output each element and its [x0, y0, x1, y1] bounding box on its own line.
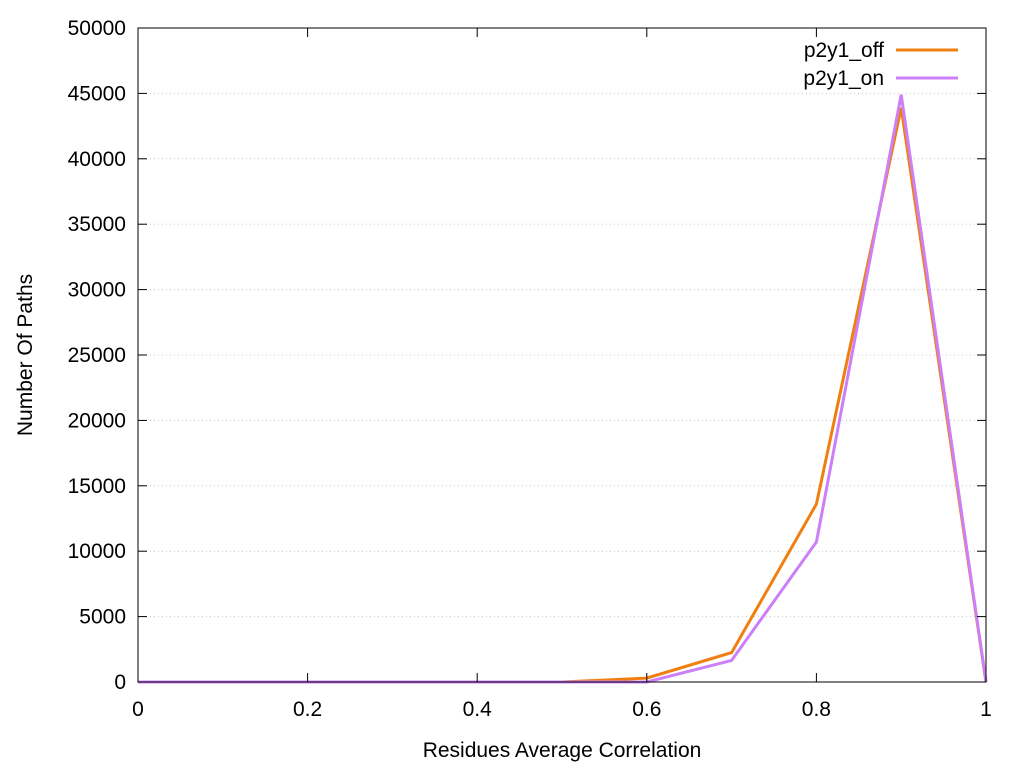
- x-tick-label: 0: [132, 698, 144, 721]
- y-tick-label: 20000: [68, 409, 126, 432]
- series-line-p2y1-off: [138, 107, 988, 684]
- y-axis-label: Number Of Paths: [14, 274, 37, 436]
- y-tick-label: 40000: [68, 148, 126, 171]
- y-tick-label: 15000: [68, 475, 126, 498]
- x-tick-label: 0.6: [632, 698, 661, 721]
- legend: p2y1_off p2y1_on: [803, 39, 958, 90]
- y-tick-label: 45000: [68, 82, 126, 105]
- y-tick-label: 50000: [68, 17, 126, 40]
- y-tick-label: 30000: [68, 279, 126, 302]
- y-tick-label: 5000: [79, 606, 126, 629]
- y-tick-label: 10000: [68, 540, 126, 563]
- legend-label: p2y1_off: [804, 39, 884, 62]
- y-tick-label: 0: [114, 671, 126, 694]
- x-tick-label: 1: [980, 698, 992, 721]
- x-tick-label: 0.4: [463, 698, 493, 721]
- grid-lines: [138, 92, 986, 618]
- y-tick-label: 35000: [68, 213, 126, 236]
- axis-ticks: 0 5000 10000 15000 20000 25000 30000 35000 40000…: [68, 17, 992, 721]
- y-tick-label: 25000: [68, 344, 126, 367]
- x-tick-label: 0.2: [293, 698, 322, 721]
- series-line-p2y1-on: [138, 94, 988, 684]
- x-tick-label: 0.8: [802, 698, 831, 721]
- x-axis-label: Residues Average Correlation: [423, 739, 702, 762]
- legend-label: p2y1_on: [803, 67, 884, 90]
- series-lines: [138, 94, 988, 684]
